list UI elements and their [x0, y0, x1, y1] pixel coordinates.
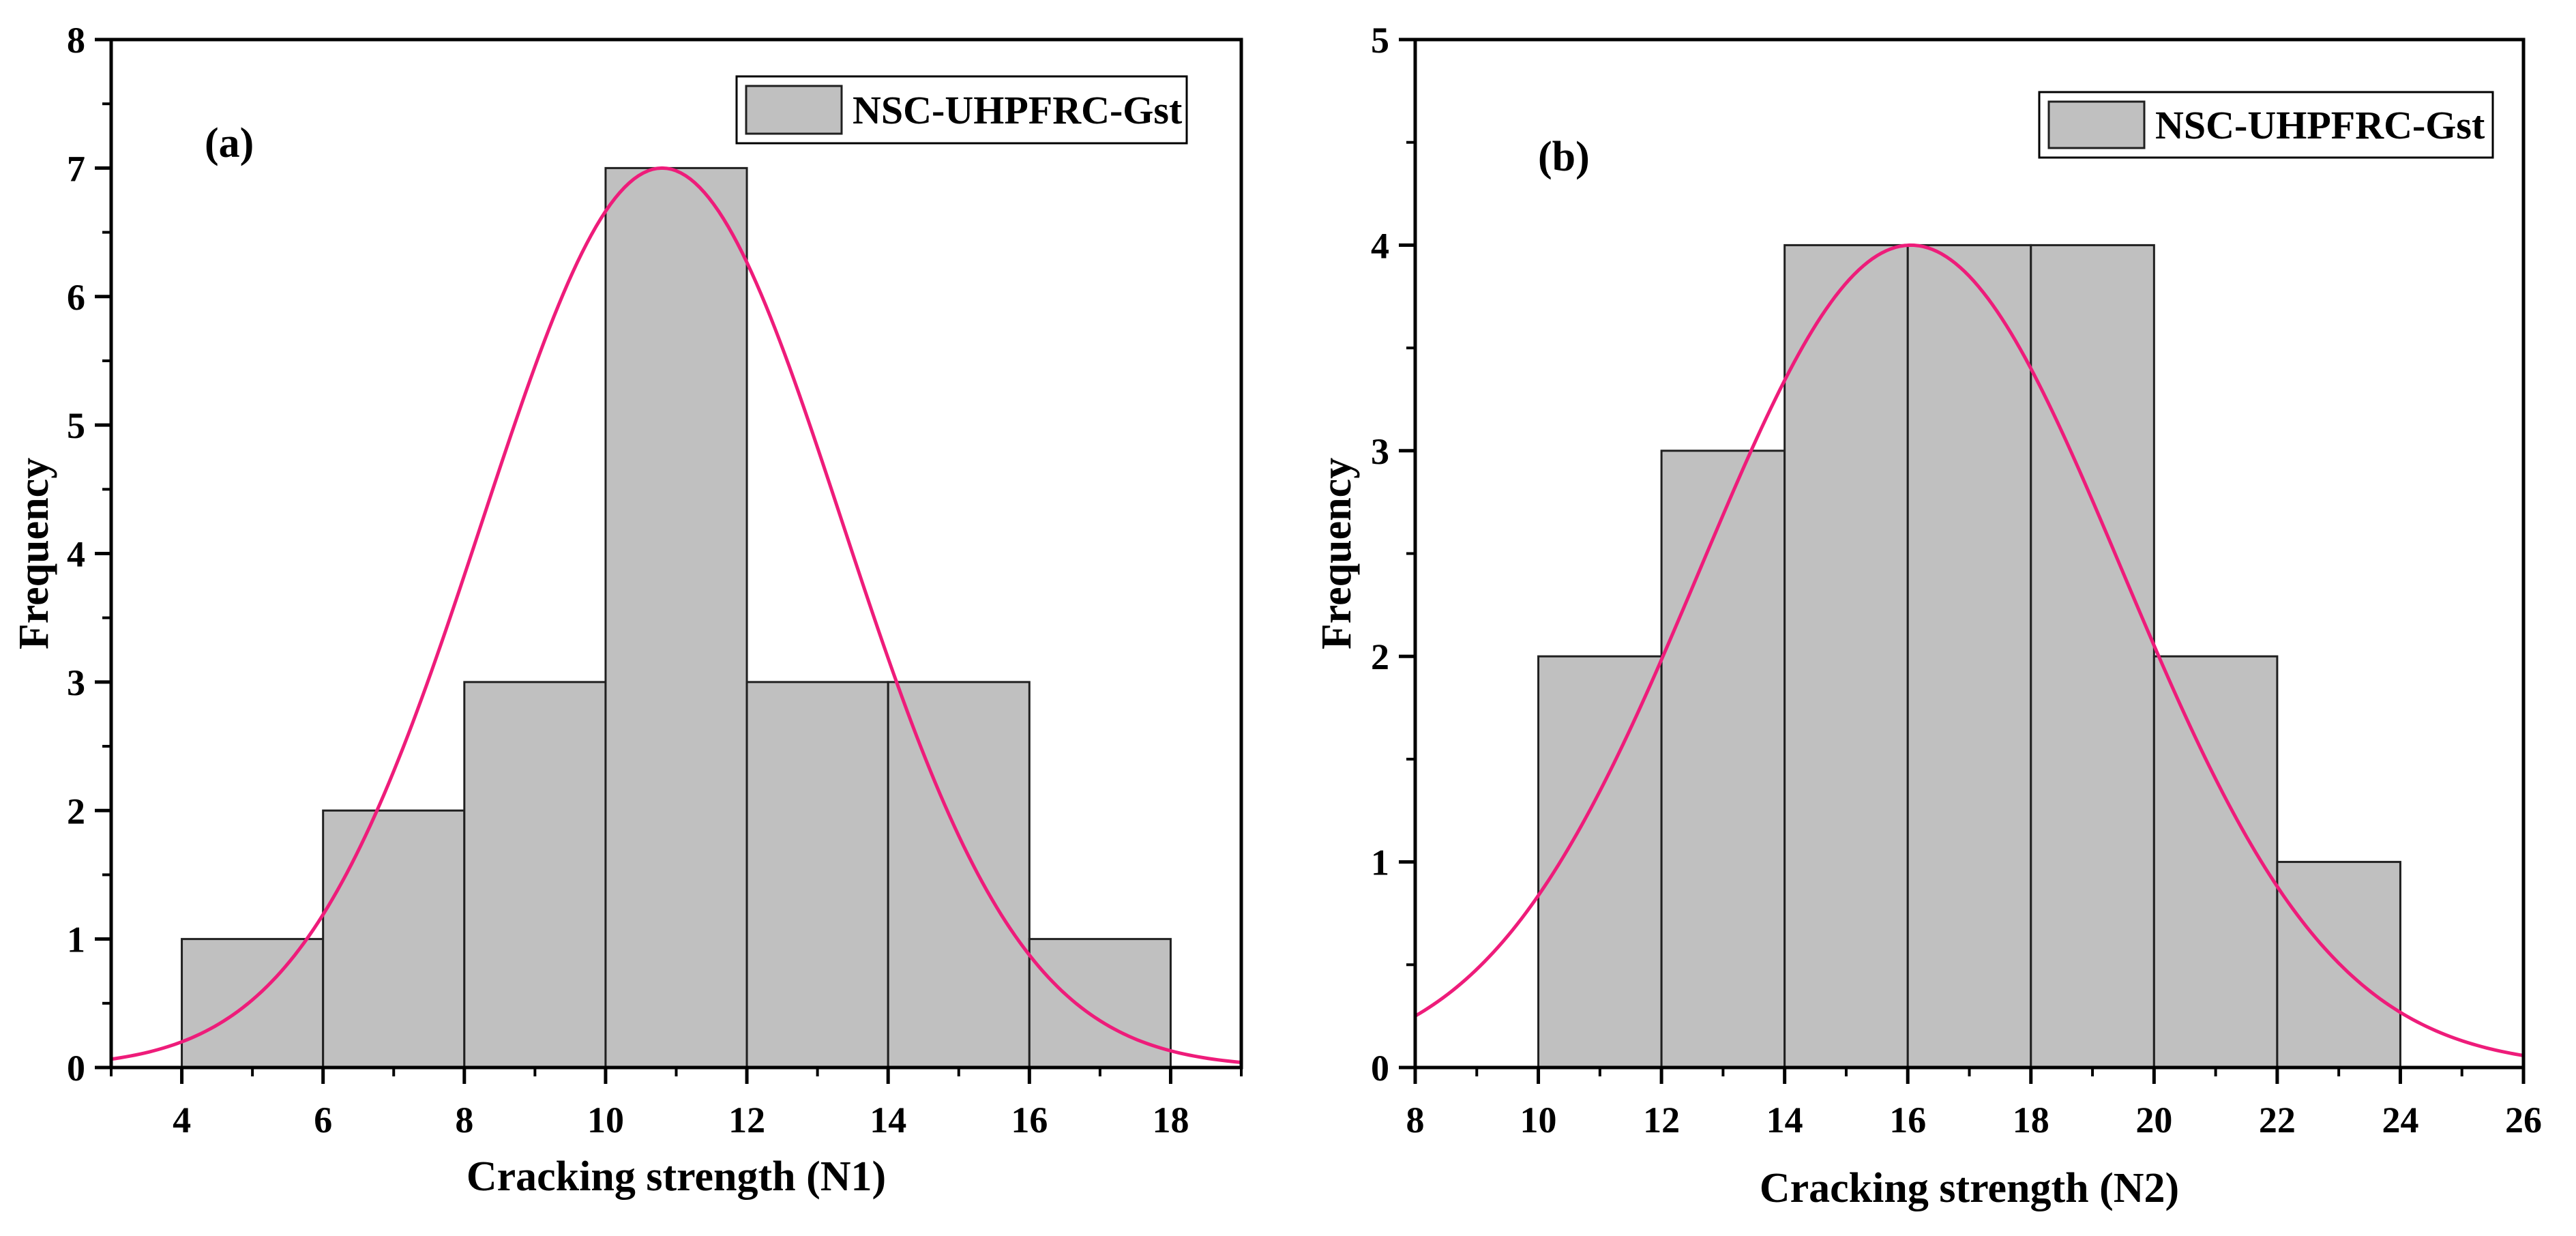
panel-a-x-tick-label: 16: [1011, 1100, 1048, 1141]
panel-b-x-axis-title: Cracking strength (N2): [1760, 1165, 2179, 1211]
panel-b-x-tick-label: 18: [2013, 1100, 2049, 1141]
panel-b-bar-0: [1537, 655, 1663, 1069]
panel-a-y-tick-label: 8: [67, 20, 85, 61]
panel-b-bar-3: [1906, 244, 2032, 1069]
panel-a-legend-label: NSC-UHPFRC-Gst: [853, 88, 1183, 132]
panel-a-bar-2: [463, 681, 607, 1069]
panel-b-panel-label: (b): [1538, 134, 1590, 180]
panel-a-bar-5: [887, 681, 1031, 1069]
panel-b-y-tick-label: 0: [1371, 1048, 1389, 1089]
panel-b-x-tick-label: 14: [1766, 1100, 1803, 1141]
panel-a-x-tick-label: 10: [587, 1100, 624, 1141]
panel-a-bar-6: [1028, 938, 1172, 1069]
panel-a-y-tick-label: 7: [67, 148, 85, 189]
panel-a-y-tick-label: 5: [67, 405, 85, 446]
panel-a-y-tick-label: 3: [67, 662, 85, 703]
panel-a-x-tick-label: 12: [728, 1100, 765, 1141]
panel-b-legend-swatch: [2047, 100, 2146, 149]
panel-b-y-tick-label: 5: [1371, 20, 1389, 61]
panel-a-y-tick-label: 1: [67, 919, 85, 960]
panel-b-x-tick-label: 24: [2382, 1100, 2418, 1141]
panel-a-bar-1: [322, 809, 466, 1069]
panel-a-x-tick-label: 6: [314, 1100, 332, 1141]
panel-a-x-tick-label: 14: [870, 1100, 906, 1141]
panel-a-y-tick-label: 4: [67, 534, 85, 575]
panel-b-bar-4: [2030, 244, 2155, 1069]
panel-a-bar-4: [745, 681, 889, 1069]
panel-a-x-tick-label: 8: [455, 1100, 473, 1141]
panel-a-panel-label: (a): [205, 120, 254, 166]
panel-b-bar-1: [1660, 450, 1786, 1069]
panel-a-bar-3: [604, 166, 748, 1069]
panel-b-normal-fit-curve: [1414, 243, 2524, 1057]
panel-b-x-tick-label: 22: [2259, 1100, 2296, 1141]
panel-a-legend-swatch: [745, 85, 843, 135]
panel-a-normal-fit-curve: [110, 166, 1242, 1064]
panel-a-y-tick-label: 6: [67, 277, 85, 318]
panel-b-y-tick-label: 2: [1371, 636, 1389, 677]
panel-b-x-tick-label: 10: [1520, 1100, 1557, 1141]
panel-b-x-tick-label: 8: [1406, 1100, 1425, 1141]
panel-a-y-tick-label: 2: [67, 791, 85, 832]
panel-a-bar-0: [181, 938, 325, 1069]
panel-b-y-tick-label: 3: [1371, 431, 1389, 472]
panel-a-x-axis-title: Cracking strength (N1): [467, 1153, 886, 1200]
panel-b-x-tick-label: 26: [2505, 1100, 2542, 1141]
panel-a-x-tick-label: 18: [1152, 1100, 1189, 1141]
panel-a-x-tick-label: 4: [173, 1100, 191, 1141]
panel-b-bar-2: [1783, 244, 1909, 1069]
panel-a-y-axis-title: Frequency: [11, 458, 57, 649]
panel-b-x-tick-label: 16: [1889, 1100, 1926, 1141]
panel-b-y-tick-label: 4: [1371, 225, 1389, 266]
panel-b-x-tick-label: 20: [2135, 1100, 2172, 1141]
panel-b-y-axis-title: Frequency: [1314, 458, 1360, 649]
panel-a-y-tick-label: 0: [67, 1048, 85, 1089]
panel-b-legend-label: NSC-UHPFRC-Gst: [2155, 103, 2485, 147]
panel-b-y-tick-label: 1: [1371, 842, 1389, 883]
panel-b-bar-5: [2152, 655, 2279, 1069]
panel-b-x-tick-label: 12: [1643, 1100, 1680, 1141]
